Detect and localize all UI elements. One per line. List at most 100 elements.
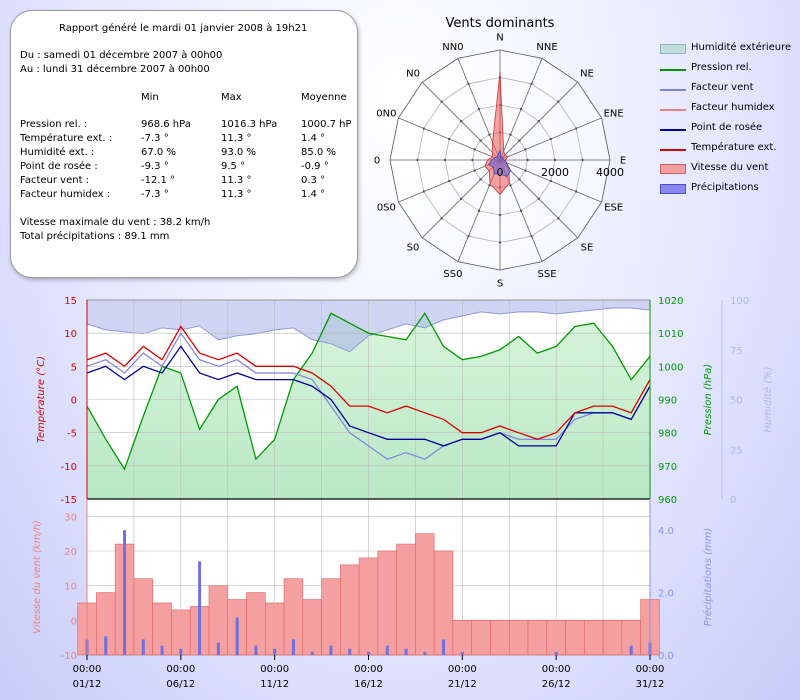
x-tick-time: 00:00 — [448, 664, 477, 675]
row-min: -7.3 ° — [141, 189, 169, 200]
row-avg: 1.4 ° — [301, 133, 326, 144]
precipitation-bar — [198, 561, 202, 655]
wind-speed-bar — [321, 578, 341, 656]
precipitation-bar — [235, 617, 239, 655]
x-tick-time: 00:00 — [260, 664, 289, 675]
precipitation-bar — [629, 645, 633, 655]
precipitation-tick-label: 0.0 — [658, 651, 674, 662]
report-from: Du : samedi 01 décembre 2007 à 00h00 — [20, 50, 223, 61]
row-label: Facteur vent : — [20, 175, 90, 186]
legend-swatch — [660, 44, 686, 54]
x-tick-date: 26/12 — [542, 679, 571, 690]
wind-speed-tick-label: 20 — [64, 547, 77, 558]
temperature-tick-label: 15 — [64, 296, 77, 307]
row-avg: 85.0 % — [301, 147, 336, 158]
wind-speed-tick-label: -10 — [61, 651, 77, 662]
temperature-tick-label: -5 — [67, 429, 77, 440]
legend-label: Température ext. — [691, 142, 777, 153]
legend-label: Précipitations — [691, 182, 759, 193]
wind-speed-tick-label: 10 — [64, 582, 77, 593]
legend-swatch — [660, 149, 686, 151]
legend-swatch — [660, 89, 686, 91]
precipitation-axis-label: Précipitations (mm) — [702, 528, 714, 627]
wind-speed-bar — [584, 620, 604, 656]
precipitation-bar — [385, 645, 389, 655]
precipitation-bar — [554, 651, 558, 655]
x-tick-date: 01/12 — [73, 679, 102, 690]
wind-speed-bar — [415, 533, 435, 656]
row-avg: 0.3 ° — [301, 175, 326, 186]
row-label: Pression rel. : — [20, 119, 88, 130]
dewpoint-line — [86, 345, 651, 447]
precipitation-bar — [104, 636, 108, 655]
wind-speed-bar — [452, 620, 473, 656]
temperature-line — [86, 325, 651, 440]
row-label: Facteur humidex : — [20, 189, 111, 200]
report-panel: Rapport généré le mardi 01 janvier 2008 … — [10, 10, 358, 278]
pressure-axis-label: Pression (hPa) — [703, 364, 714, 435]
precipitation-bar — [404, 648, 408, 655]
precipitation-bar — [141, 639, 145, 655]
humidity-tick-label: 100 — [730, 296, 749, 307]
wind-speed-bar — [302, 599, 322, 656]
col-min-header: Min — [141, 92, 159, 103]
precipitation-bar — [160, 645, 164, 655]
wind-speed-bar — [508, 620, 529, 656]
x-tick-time: 00:00 — [73, 664, 102, 675]
precipitation-bar — [329, 645, 333, 655]
wind-speed-bar — [358, 557, 379, 656]
temperature-tick-label: 5 — [71, 362, 77, 373]
row-min: -9.3 ° — [141, 161, 169, 172]
wind-speed-bar — [565, 620, 585, 656]
wind-speed-bar — [396, 543, 416, 656]
precipitation-bar — [310, 651, 314, 655]
wind-speed-tick-label: 30 — [64, 512, 77, 523]
pressure-tick-label: 1010 — [658, 329, 683, 340]
x-tick-time: 00:00 — [354, 664, 383, 675]
humidity-tick-label: 0 — [730, 495, 736, 506]
row-min: 67.0 % — [141, 147, 176, 158]
pressure-tick-label: 1020 — [658, 296, 683, 307]
col-avg-header: Moyenne — [301, 92, 347, 103]
row-max: 93.0 % — [221, 147, 256, 158]
legend-label: Point de rosée — [691, 122, 763, 133]
wind-speed-bar — [527, 620, 548, 656]
legend-label: Humidité extérieure — [691, 42, 792, 53]
row-min: -12.1 ° — [141, 175, 176, 186]
temperature-axis-label: Température (°C) — [35, 356, 47, 443]
humidity-tick-label: 50 — [730, 396, 743, 407]
wind-speed-bar — [471, 620, 491, 656]
precipitation-bar — [442, 639, 446, 655]
row-max: 11.3 ° — [221, 189, 252, 200]
pressure-line — [86, 312, 651, 471]
wind-speed-bar — [340, 564, 360, 656]
precipitation-bar — [367, 651, 370, 655]
row-min: -7.3 ° — [141, 133, 169, 144]
legend-label: Facteur humidex — [691, 102, 775, 113]
rose-title: Vents dominants — [445, 16, 555, 31]
precipitation-bar — [179, 648, 183, 655]
precipitation-bar — [273, 648, 277, 655]
precipitation-bar — [348, 648, 352, 655]
row-label: Température ext. : — [20, 133, 113, 144]
row-avg: 1.4 ° — [301, 189, 326, 200]
pressure-tick-label: 1000 — [658, 362, 683, 373]
row-max: 1016.3 hPa — [221, 119, 278, 130]
wind-speed-bar — [602, 620, 623, 656]
row-max: 9.5 ° — [221, 161, 246, 172]
temperature-tick-label: -15 — [61, 495, 77, 506]
wind-speed-bar — [264, 602, 285, 656]
precipitation-bar — [216, 642, 220, 655]
x-tick-date: 21/12 — [448, 679, 477, 690]
legend-label: Vitesse du vent — [691, 162, 769, 173]
humidity-axis-label: Humidité (%) — [762, 366, 774, 432]
legend-swatch — [660, 184, 686, 194]
precipitation-tick-label: 2.0 — [658, 589, 674, 600]
col-max-header: Max — [221, 92, 242, 103]
precipitation-bar — [460, 651, 464, 655]
humidity-tick-label: 25 — [730, 445, 743, 456]
wind-chill-line — [86, 332, 651, 460]
precipitation-bar — [123, 530, 127, 655]
wind-speed-axis-label: Vitesse du vent (km/h) — [32, 520, 43, 634]
